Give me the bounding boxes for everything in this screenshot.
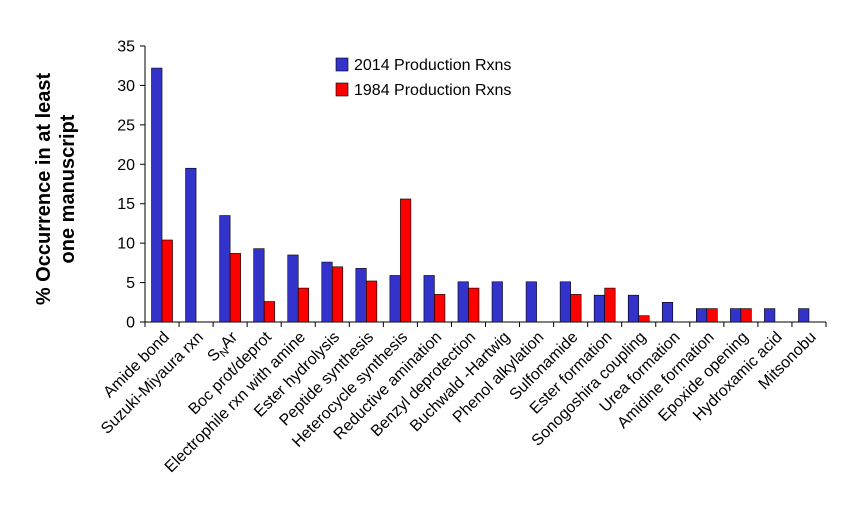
bar-2014-15 <box>661 301 674 323</box>
bar-1984-6 <box>366 280 378 323</box>
bar-2014-4 <box>287 254 299 323</box>
bars <box>151 67 810 323</box>
bar-2014-13 <box>593 294 605 323</box>
y-axis-title: % Occurrence in at least one manuscript <box>33 73 79 306</box>
bar-1984-4 <box>297 287 310 323</box>
y-tick-label: 30 <box>117 78 135 95</box>
bar-1984-7 <box>400 198 412 323</box>
bar-1984-14 <box>638 315 650 323</box>
bar-1984-8 <box>434 294 446 323</box>
bar-2014-1 <box>185 167 197 323</box>
y-axis-title-line: % Occurrence in at least <box>33 73 55 306</box>
bar-1984-0 <box>161 239 173 323</box>
bar-2014-0 <box>151 67 163 323</box>
y-tick-label: 0 <box>126 315 135 332</box>
bar-1984-12 <box>570 294 582 323</box>
bar-2014-10 <box>491 281 503 323</box>
y-tick-label: 5 <box>126 275 135 292</box>
bar-2014-17 <box>730 308 742 323</box>
legend-label: 1984 Production Rxns <box>354 82 511 99</box>
legend-swatch <box>335 82 349 97</box>
y-tick-label: 20 <box>117 157 135 174</box>
bar-1984-16 <box>706 308 718 323</box>
bar-2014-2 <box>219 215 231 323</box>
bar-2014-5 <box>321 261 333 323</box>
bar-2014-9 <box>457 281 469 323</box>
legend-label: 2014 Production Rxns <box>354 57 511 74</box>
bar-2014-11 <box>525 281 537 323</box>
bar-2014-8 <box>423 275 435 323</box>
bar-1984-9 <box>468 287 480 323</box>
bar-2014-16 <box>696 308 708 323</box>
bar-1984-3 <box>263 301 275 323</box>
bar-1984-17 <box>740 308 752 323</box>
bar-2014-6 <box>355 268 367 323</box>
bar-1984-13 <box>604 287 616 323</box>
legend: 2014 Production Rxns 1984 Production Rxns <box>335 57 511 99</box>
bar-2014-12 <box>559 281 571 323</box>
bar-2014-14 <box>627 294 640 323</box>
y-axis-title-line: one manuscript <box>57 114 79 263</box>
y-tick-label: 10 <box>117 236 135 253</box>
y-tick-label: 25 <box>117 117 135 134</box>
y-tick-label: 35 <box>117 39 135 56</box>
bar-2014-3 <box>253 248 265 323</box>
bar-1984-2 <box>229 253 241 323</box>
y-tick-label: 15 <box>117 196 135 213</box>
bar-2014-18 <box>764 308 776 323</box>
bar-1984-5 <box>331 266 344 323</box>
bar-2014-7 <box>389 275 401 323</box>
legend-swatch <box>335 57 349 72</box>
bar-2014-19 <box>798 308 810 323</box>
